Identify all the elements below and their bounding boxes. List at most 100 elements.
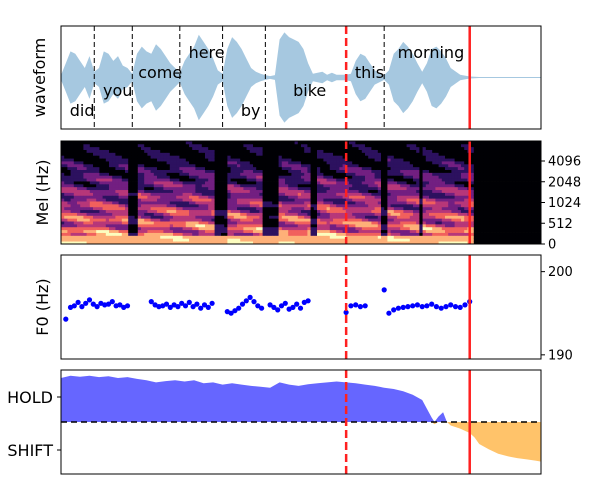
mel-cell [323,143,327,148]
mel-cell [67,206,71,211]
mel-cell [301,223,305,228]
mel-cell [166,178,171,182]
mel-cell [454,146,459,150]
mel-cell [109,218,113,222]
mel-cell [441,209,446,213]
mel-cell [323,241,327,245]
mel-cell [275,143,279,148]
mel-cell [352,181,356,185]
mel-cell [483,163,487,168]
mel-cell [416,203,420,208]
mel-cell [121,163,126,168]
mel-cell [339,206,343,211]
mel-cell [329,163,334,168]
mel-cell [365,226,369,231]
mel-cell [67,181,71,185]
mel-cell [237,223,241,228]
mel-cell [413,226,417,231]
mel-cell [166,166,171,171]
mel-cell [403,189,407,193]
mel-cell [297,172,302,176]
mel-cell [403,209,407,213]
mel-cell [166,238,171,242]
mel-cell [112,143,116,148]
mel-cell [275,149,279,153]
mel-cell [262,175,267,179]
mel-cell [160,195,164,199]
mel-cell [349,229,353,233]
mel-cell [496,155,500,159]
mel-cell [121,152,126,156]
mel-cell [70,143,75,148]
mel-cell [150,195,155,199]
mel-cell [198,152,203,156]
mel-cell [150,155,155,159]
mel-cell [326,163,331,168]
mel-cell [473,203,478,208]
mel-cell [323,178,327,182]
mel-cell [240,146,244,150]
mel-cell [355,201,359,205]
mel-cell [457,201,462,205]
mel-cell [182,229,187,233]
mel-cell [134,212,139,216]
mel-cell [166,183,171,188]
mel-cell [365,223,369,228]
mel-cell [307,155,311,159]
mel-cell [451,169,455,173]
mel-cell [211,226,215,231]
mel-cell [233,158,238,162]
mel-cell [185,198,190,202]
mel-cell [137,238,142,242]
mel-cell [150,183,155,188]
mel-cell [176,209,180,213]
mel-cell [352,146,356,150]
mel-cell [269,241,273,245]
mel-cell [189,218,193,222]
mel-cell [310,232,315,236]
mel-cell [291,209,295,213]
mel-cell [445,223,449,228]
mel-cell [185,175,190,179]
mel-cell [480,195,484,199]
mel-cell [173,152,177,156]
mel-cell [179,158,183,162]
mel-cell [285,189,289,193]
mel-cell [493,232,497,236]
mel-cell [464,232,468,236]
mel-cell [147,241,151,245]
mel-cell [390,189,395,193]
mel-cell [435,235,439,239]
mel-cell [329,155,334,159]
mel-cell [413,155,417,159]
mel-cell [486,201,491,205]
mel-cell [179,183,183,188]
mel-cell [109,163,113,168]
mel-cell [365,152,369,156]
mel-cell [451,161,455,165]
mel-cell [211,155,215,159]
mel-cell [320,241,324,245]
mel-cell [349,201,353,205]
mel-cell [96,158,100,162]
mel-cell [275,169,279,173]
mel-cell [224,218,228,222]
mel-cell [473,206,478,211]
mel-cell [483,215,487,219]
mel-cell [291,175,295,179]
mel-cell [105,218,110,222]
mel-cell [499,235,503,239]
mel-cell [208,146,212,150]
mel-cell [496,146,500,150]
mel-cell [176,232,180,236]
mel-cell [105,192,110,196]
mel-cell [169,206,174,211]
mel-cell [438,181,443,185]
mel-cell [317,238,321,242]
mel-cell [329,178,334,182]
mel-cell [64,163,68,168]
mel-cell [224,212,228,216]
mel-cell [326,152,331,156]
mel-cell [208,209,212,213]
mel-cell [144,183,148,188]
